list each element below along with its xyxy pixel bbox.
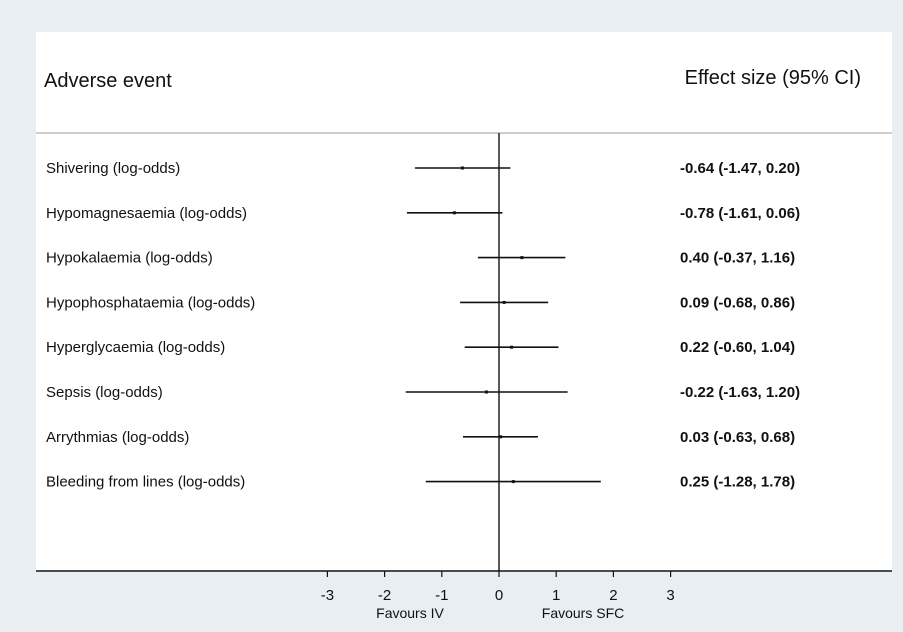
x-tick-label: 0: [495, 587, 503, 604]
x-tick-label: -3: [321, 587, 334, 604]
row-label: Bleeding from lines (log-odds): [46, 474, 245, 491]
forest-row: Hypokalaemia (log-odds) 0.40 (-0.37, 1.16…: [46, 250, 795, 267]
effect-size-value: 0.03 (-0.63, 0.68): [680, 429, 795, 446]
row-label: Hypokalaemia (log-odds): [46, 250, 213, 267]
row-label: Arrythmias (log-odds): [46, 429, 189, 446]
forest-row: Hypomagnesaemia (log-odds) -0.78 (-1.61, …: [46, 205, 800, 222]
forest-row: Shivering (log-odds) -0.64 (-1.47, 0.20): [46, 160, 800, 177]
point-estimate: [460, 166, 464, 170]
point-estimate: [502, 300, 506, 304]
favours-iv-annotation: Favours IV: [376, 605, 444, 621]
x-tick-label: -1: [435, 587, 448, 604]
row-label: Sepsis (log-odds): [46, 384, 163, 401]
forest-row: Sepsis (log-odds) -0.22 (-1.63, 1.20): [46, 384, 800, 401]
x-tick-label: 1: [552, 587, 560, 604]
point-estimate: [520, 256, 524, 260]
effect-size-value: -0.22 (-1.63, 1.20): [680, 384, 800, 401]
effect-size-value: 0.25 (-1.28, 1.78): [680, 474, 795, 491]
point-estimate: [511, 480, 515, 484]
row-label: Hyperglycaemia (log-odds): [46, 339, 225, 356]
forest-row: Arrythmias (log-odds) 0.03 (-0.63, 0.68): [46, 429, 795, 446]
forest-rows: Shivering (log-odds) -0.64 (-1.47, 0.20) H…: [46, 160, 800, 491]
row-label: Hypophosphataemia (log-odds): [46, 294, 255, 311]
effect-size-value: 0.40 (-0.37, 1.16): [680, 250, 795, 267]
point-estimate: [484, 390, 488, 394]
forest-row: Bleeding from lines (log-odds) 0.25 (-1.2…: [46, 474, 795, 491]
row-label: Shivering (log-odds): [46, 160, 180, 177]
effect-size-value: -0.78 (-1.61, 0.06): [680, 205, 800, 222]
row-label: Hypomagnesaemia (log-odds): [46, 205, 247, 222]
effect-size-value: -0.64 (-1.47, 0.20): [680, 160, 800, 177]
x-axis-ticks: -3 -2 -1 0 1 2 3: [321, 571, 675, 604]
column-header-effect-size: Effect size (95% CI): [685, 67, 861, 89]
forest-row: Hyperglycaemia (log-odds) 0.22 (-0.60, 1.…: [46, 339, 795, 356]
x-tick-label: 2: [609, 587, 617, 604]
x-tick-label: 3: [666, 587, 674, 604]
point-estimate: [452, 211, 456, 215]
effect-size-value: 0.09 (-0.68, 0.86): [680, 294, 795, 311]
forest-row: Hypophosphataemia (log-odds) 0.09 (-0.68,…: [46, 294, 795, 311]
column-header-adverse-event: Adverse event: [44, 70, 172, 92]
point-estimate: [510, 345, 514, 349]
effect-size-value: 0.22 (-0.60, 1.04): [680, 339, 795, 356]
point-estimate: [499, 435, 503, 439]
x-tick-label: -2: [378, 587, 391, 604]
favours-sfc-annotation: Favours SFC: [542, 605, 624, 621]
